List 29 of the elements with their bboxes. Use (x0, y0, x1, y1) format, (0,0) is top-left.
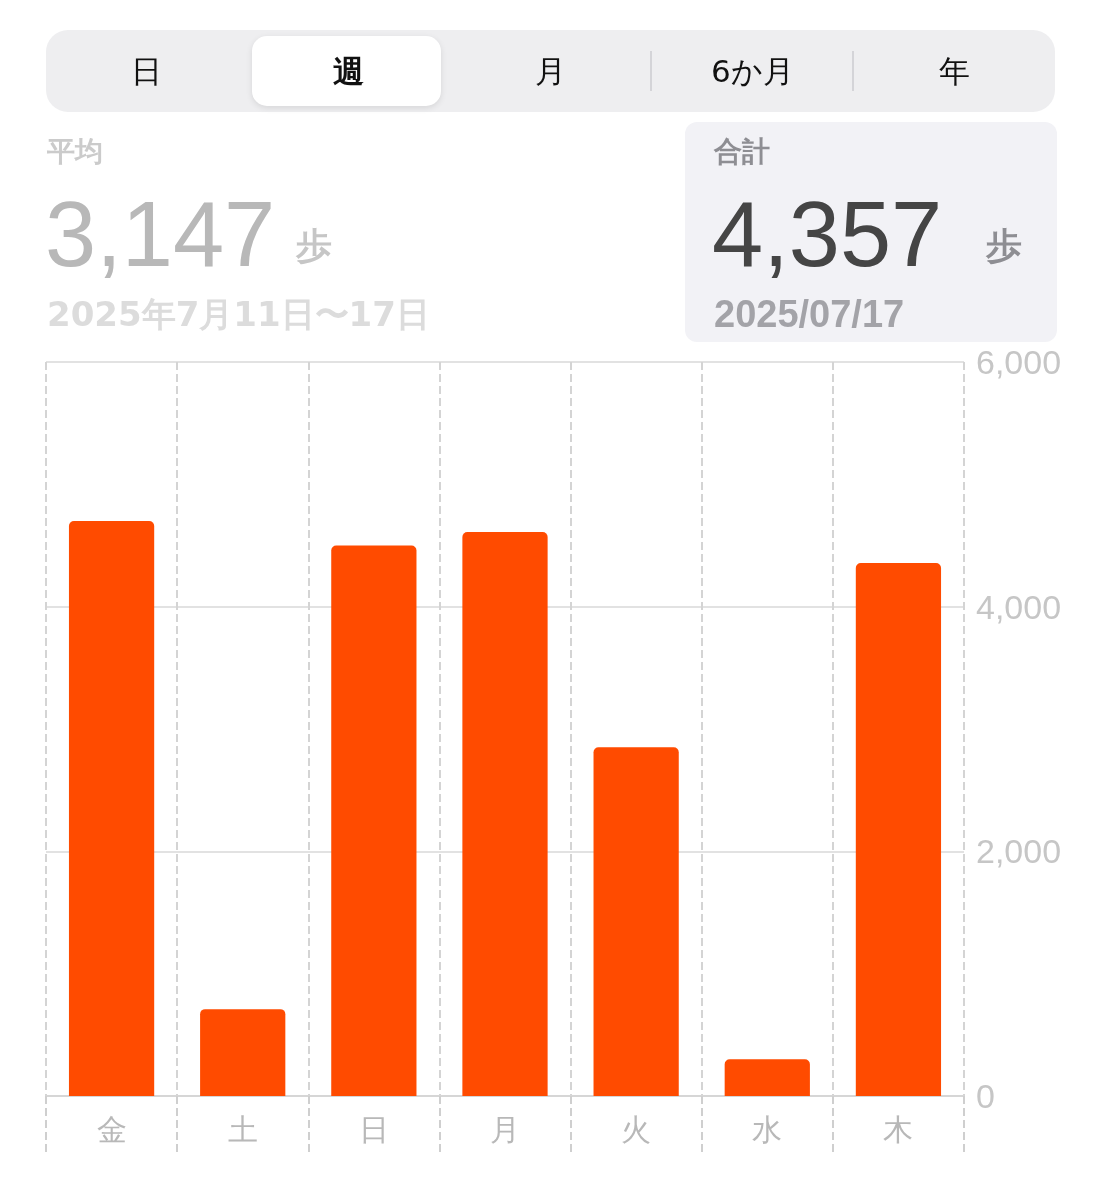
text: 週 (333, 53, 365, 89)
x-tick-label: 金 (96, 1111, 127, 1147)
text: 年 (938, 53, 970, 89)
x-tick-label: 火 (621, 1111, 652, 1147)
bar (68, 521, 155, 1096)
bar (331, 545, 417, 1096)
text: 歩 (986, 225, 1022, 266)
y-tick-label: 2,000 (976, 832, 1062, 871)
bar (462, 532, 548, 1096)
bar (855, 562, 942, 1096)
x-tick-label: 水 (752, 1111, 783, 1147)
text: 4,357 (712, 183, 943, 285)
bar (593, 747, 679, 1096)
x-tick-label: 木 (883, 1111, 914, 1147)
text: 2025/07/17 (714, 293, 905, 335)
x-tick-label: 日 (358, 1111, 389, 1147)
text: 合計 (714, 135, 770, 168)
text: 月 (535, 53, 566, 89)
x-tick-label: 土 (227, 1111, 258, 1147)
text: 歩 (296, 225, 332, 266)
y-tick-label: 6,000 (976, 343, 1062, 381)
bar (724, 1059, 810, 1096)
y-tick-label: 4,000 (976, 587, 1062, 626)
text: 6か月 (710, 53, 794, 89)
text: 3,147 (45, 183, 276, 285)
y-tick-label: 0 (976, 1077, 995, 1115)
x-tick-label: 月 (490, 1111, 520, 1147)
text: 日 (131, 53, 163, 89)
bar (200, 1009, 286, 1096)
